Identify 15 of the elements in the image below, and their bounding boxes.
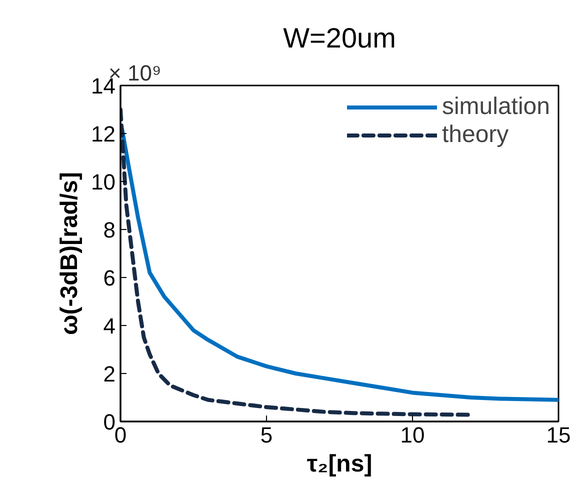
y-axis-title: ω(-3dB)[rad/s]	[56, 172, 84, 335]
line-series	[120, 126, 558, 402]
x-axis-title: τ₂[ns]	[306, 450, 372, 478]
legend-label: simulation	[442, 93, 550, 121]
x-tick-label: 5	[260, 422, 273, 448]
y-tick-label: 8	[103, 218, 116, 242]
y-tick-label: 12	[91, 122, 116, 146]
legend-label: theory	[442, 121, 509, 149]
y-tick-label: 10	[91, 170, 116, 194]
x-tick-label: 15	[546, 422, 571, 448]
y-tick-label: 2	[103, 362, 116, 386]
y-tick-label: 4	[103, 314, 116, 338]
x-tick-label: 10	[400, 422, 425, 448]
chart-title: W=20um	[283, 22, 396, 54]
y-tick-label: 6	[103, 266, 116, 290]
